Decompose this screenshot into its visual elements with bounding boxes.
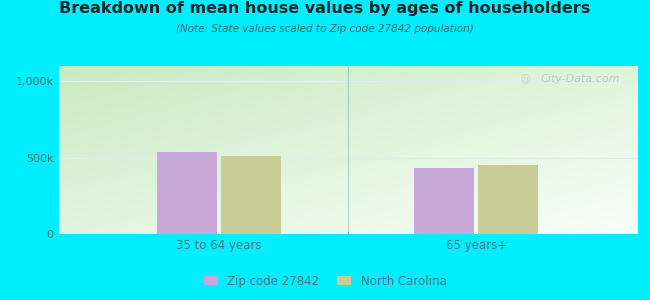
- Bar: [222, 156, 281, 234]
- Bar: [157, 152, 217, 234]
- Bar: [414, 168, 474, 234]
- Text: Breakdown of mean house values by ages of householders: Breakdown of mean house values by ages o…: [59, 2, 591, 16]
- Bar: [478, 164, 538, 234]
- Legend: Zip code 27842, North Carolina: Zip code 27842, North Carolina: [200, 271, 450, 291]
- Text: @: @: [521, 74, 530, 84]
- Text: City-Data.com: City-Data.com: [540, 74, 619, 84]
- Text: (Note: State values scaled to Zip code 27842 population): (Note: State values scaled to Zip code 2…: [176, 24, 474, 34]
